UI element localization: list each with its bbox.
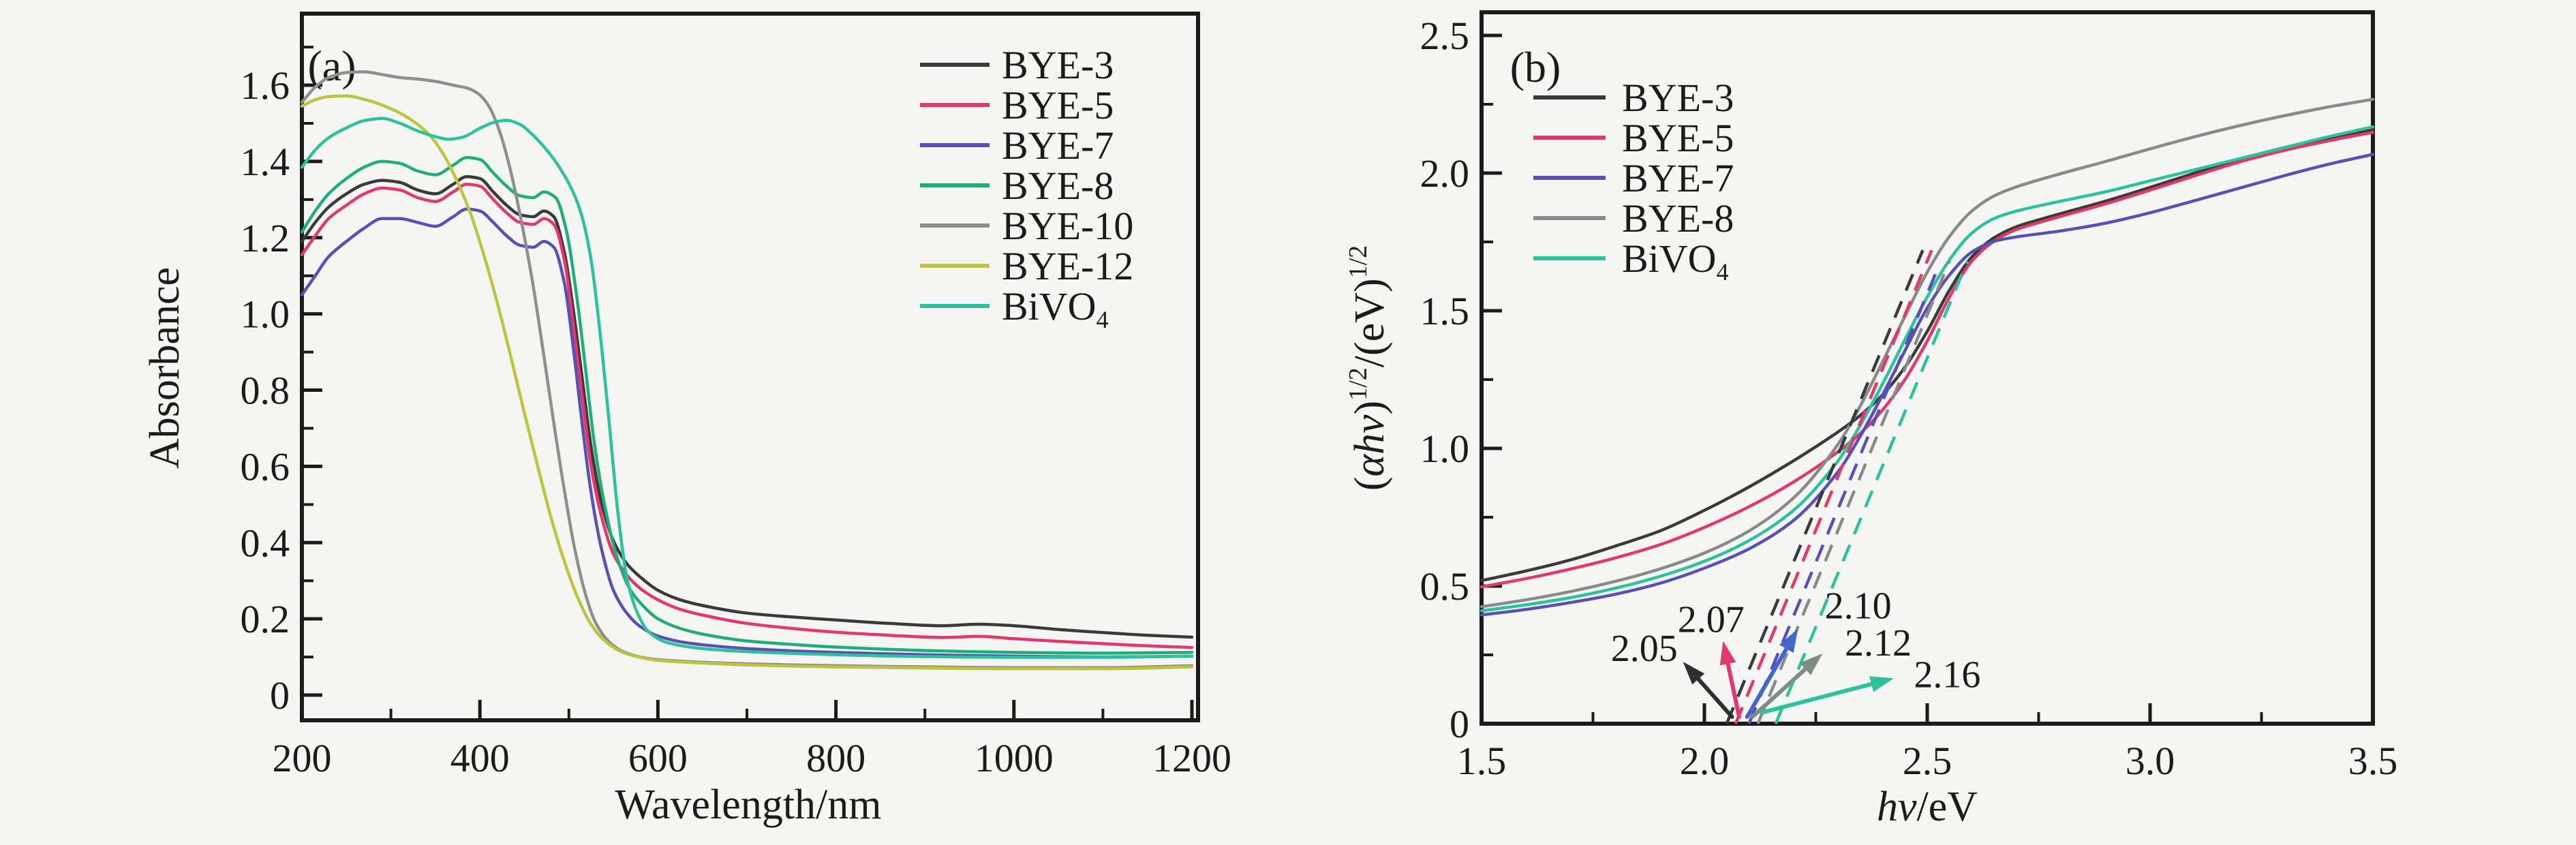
- legend-label: BYE-5: [1002, 83, 1114, 127]
- bandgap-label-BYE-7: 2.10: [1825, 585, 1892, 627]
- legend-label: BYE-8: [1622, 196, 1734, 241]
- bandgap-label-BYE-5: 2.07: [1678, 598, 1745, 641]
- x-tick-label: 1000: [975, 736, 1054, 780]
- panel-a-x-axis-title: Wavelength/nm: [615, 782, 881, 828]
- bandgap-arrow-BYE-5-head: [1719, 641, 1736, 666]
- y-tick-label: 1.2: [241, 216, 290, 260]
- x-tick-label: 400: [450, 736, 510, 780]
- extrapolation-BiVO4: [1774, 260, 1969, 724]
- panel-b-y-axis-title: (αhv)1/2/(eV)1/2: [1344, 245, 1393, 491]
- extrapolation-BYE-7: [1747, 271, 1938, 724]
- bandgap-arrow-BYE-8-head: [1800, 653, 1823, 675]
- x-tick-label: 3.5: [2348, 739, 2398, 783]
- legend-label: BiVO4: [1002, 284, 1109, 333]
- panel-a-tag: (a): [307, 42, 356, 90]
- x-tick-label: 1.5: [1457, 739, 1507, 783]
- y-tick-label: 0: [270, 673, 290, 718]
- legend-label: BYE-3: [1002, 43, 1114, 87]
- x-tick-label: 600: [628, 736, 688, 780]
- series-line-BiVO4: [300, 117, 1194, 659]
- legend-label: BYE-12: [1002, 244, 1133, 288]
- bandgap-label-BYE-3: 2.05: [1611, 628, 1678, 670]
- extrapolation-BYE-8: [1756, 260, 1951, 724]
- series-line-BYE-7: [1479, 153, 2375, 617]
- series-line-BYE-8: [300, 156, 1194, 655]
- panel-b-tag: (b): [1510, 43, 1561, 91]
- x-tick-label: 1200: [1152, 736, 1231, 780]
- panel-b: 1.5 2.0 2.5 3.0 3.500.51.01.52.02.5hv/eV(αhv…: [1344, 10, 2398, 830]
- bandgap-arrow-BYE-3-head: [1683, 662, 1705, 685]
- legend-label: BYE-10: [1002, 204, 1133, 248]
- extrapolation-lines: [1725, 249, 1969, 724]
- x-tick-label: 200: [273, 736, 332, 780]
- panel-a-axes-box: [300, 12, 1200, 722]
- y-tick-label: 1.6: [241, 63, 290, 108]
- y-tick-label: 1.5: [1420, 289, 1470, 333]
- bandgap-arrow-BYE-7-shaft: [1745, 639, 1794, 719]
- series-line-BiVO4: [1479, 125, 2375, 613]
- x-tick-label: 800: [806, 736, 865, 780]
- bandgap-arrow-BYE-5-shaft: [1723, 652, 1742, 719]
- y-tick-label: 0.6: [241, 444, 290, 489]
- series-line-BYE-5: [300, 183, 1194, 649]
- panel-a-y-axis-title: Absorbance: [142, 267, 188, 469]
- x-tick-label: 3.0: [2126, 739, 2175, 783]
- legend-label: BYE-7: [1622, 156, 1734, 200]
- y-tick-label: 0.5: [1420, 564, 1470, 609]
- band-gap-annotations: 2.052.07 2.102.122.16: [1611, 585, 1980, 719]
- bandgap-label-BiVO4: 2.16: [1914, 654, 1980, 696]
- series-line-BYE-12: [300, 94, 1194, 671]
- y-tick-label: 0.2: [241, 597, 290, 641]
- series-line-BYE-5: [1479, 130, 2375, 589]
- y-tick-label: 1.0: [241, 292, 290, 337]
- bandgap-arrow-BYE-8-shaft: [1750, 660, 1815, 719]
- bandgap-arrow-BYE-7-head: [1779, 628, 1798, 654]
- panel-b-x-axis-title: hv/eV: [1877, 784, 1978, 830]
- bandgap-arrow-BiVO4-shaft: [1759, 679, 1883, 715]
- legend-label: BYE-3: [1622, 76, 1734, 120]
- y-tick-label: 2.5: [1420, 14, 1470, 58]
- panel-b-ticks: [1479, 33, 2375, 726]
- bandgap-label-BYE-8: 2.12: [1845, 622, 1912, 664]
- panel-a-curves: [300, 70, 1194, 671]
- legend-label: BiVO4: [1622, 236, 1729, 286]
- y-tick-label: 1.0: [1420, 427, 1470, 471]
- bandgap-arrow-BYE-3-shaft: [1690, 670, 1734, 719]
- bandgap-arrow-BiVO4-head: [1869, 676, 1894, 692]
- series-line-BYE-8: [1479, 97, 2375, 609]
- extrapolation-BYE-3: [1725, 249, 1925, 724]
- y-tick-label: 1.4: [241, 140, 290, 184]
- y-tick-label: 0.8: [241, 369, 290, 413]
- panel-b-curves: [1479, 97, 2375, 617]
- series-line-BYE-7: [300, 207, 1194, 659]
- y-tick-label: 0.4: [241, 521, 290, 565]
- x-tick-label: 2.0: [1680, 739, 1730, 783]
- y-tick-label: 0: [1450, 702, 1469, 746]
- extrapolation-BYE-5: [1734, 249, 1933, 724]
- series-line-BYE-3: [300, 175, 1194, 639]
- x-tick-label: 2.5: [1903, 739, 1952, 783]
- legend-label: BYE-7: [1002, 123, 1114, 168]
- legend-label: BYE-5: [1622, 116, 1734, 160]
- y-tick-label: 2.0: [1420, 151, 1470, 196]
- series-line-BYE-3: [1479, 127, 2375, 583]
- legend-label: BYE-8: [1002, 164, 1114, 208]
- panel-a: 200 400 600 800 1000 1200 0 0.2 0.4 0.6 0.8 1.0 1.2 1…: [142, 12, 1231, 828]
